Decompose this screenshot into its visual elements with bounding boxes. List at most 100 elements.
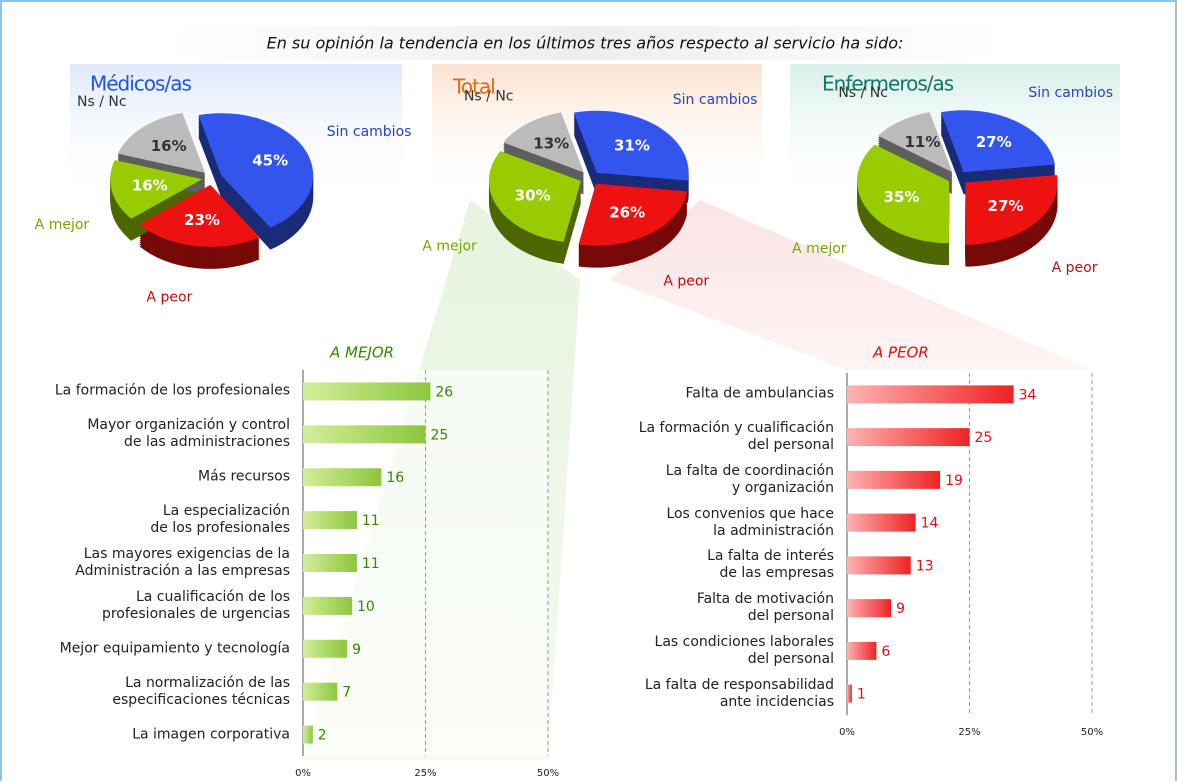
slice-value: 11% (905, 133, 941, 151)
slice-label: A peor (146, 290, 192, 306)
x-tick-label: 25% (414, 768, 436, 779)
slice (503, 112, 584, 173)
pie-title: Médicos/as (90, 72, 191, 96)
page-title: En su opinión la tendencia en los último… (267, 34, 904, 53)
bar-value: 16 (386, 470, 404, 486)
category-label: Falta de motivación del personal (696, 591, 834, 625)
slice-value: 16% (151, 137, 187, 155)
bar (303, 596, 352, 615)
chart-title: A PEOR (872, 344, 929, 362)
x-tick-label: 0% (295, 768, 311, 779)
slice-label: Sin cambios (1028, 85, 1113, 101)
x-tick-label: 25% (958, 727, 980, 738)
slice-value: 35% (884, 188, 920, 206)
bar-value: 9 (352, 642, 361, 658)
bar (847, 513, 916, 532)
category-label: La falta de interés de las empresas (707, 548, 834, 582)
slice-label: A peor (1052, 260, 1098, 276)
category-label: La formación y cualificación del persona… (638, 420, 834, 454)
bar (303, 682, 338, 701)
bar (847, 556, 911, 575)
category-label: Las mayores exigencias de la Administrac… (75, 546, 290, 579)
slice (110, 160, 203, 219)
category-label: La cualificación de los profesionales de… (101, 588, 290, 622)
x-tick-label: 50% (537, 768, 559, 779)
slice (139, 184, 260, 247)
category-label: La falta de coordinación y organización (665, 462, 834, 496)
bar-value: 13 (916, 558, 934, 574)
slice-label: A mejor (422, 239, 477, 255)
slice-value: 26% (609, 203, 645, 221)
slice (198, 113, 314, 228)
pie-title: Total (452, 75, 495, 99)
bar-value: 34 (1019, 387, 1037, 403)
slice-label: A mejor (792, 241, 847, 257)
slice-label: A mejor (35, 217, 90, 233)
bar (303, 639, 348, 658)
bar-value: 11 (362, 513, 380, 529)
x-tick-label: 0% (839, 727, 855, 738)
bar (847, 641, 877, 660)
bar-value: 25 (431, 427, 449, 443)
bar (303, 511, 357, 530)
title-band (170, 26, 1000, 60)
x-tick-label: 50% (1081, 727, 1103, 738)
bar-value: 19 (945, 473, 963, 489)
slice-value: 27% (988, 197, 1024, 215)
bar (303, 725, 313, 744)
bar (303, 382, 431, 401)
category-label: Mayor organización y control de las admi… (87, 417, 290, 451)
slice (488, 151, 581, 242)
slice-label: A peor (663, 273, 709, 289)
chart-title: A MEJOR (329, 344, 394, 362)
category-label: Más recursos (198, 468, 290, 485)
bar-value: 2 (318, 728, 327, 744)
bar (847, 470, 941, 489)
slice (857, 144, 950, 244)
slice (878, 112, 953, 173)
pie-title: Enfermeros/as (822, 72, 954, 96)
slice-value: 31% (614, 136, 650, 154)
bar-value: 25 (975, 430, 993, 446)
bar (303, 425, 426, 444)
slice-label: Ns / Nc (838, 85, 888, 101)
slice (940, 110, 1055, 173)
slice-label: Ns / Nc (464, 88, 514, 104)
slice-value: 27% (976, 133, 1012, 151)
bar-value: 26 (435, 384, 453, 400)
category-label: Mejor equipamiento y tecnología (59, 640, 290, 657)
category-label: Los convenios que hace la administración (666, 505, 834, 539)
bar (847, 428, 970, 447)
bar (303, 468, 382, 487)
slice-value: 16% (132, 176, 168, 194)
slice-value: 13% (533, 135, 569, 153)
category-label: La falta de responsabilidad ante inciden… (644, 676, 834, 710)
bar (847, 385, 1014, 404)
category-label: Falta de ambulancias (685, 385, 834, 402)
category-label: La normalización de las especificaciones… (112, 674, 290, 708)
slice-value: 30% (515, 187, 551, 205)
slice-label: Sin cambios (673, 92, 758, 108)
slice (117, 112, 206, 173)
slice-value: 45% (252, 151, 288, 169)
slice (573, 110, 689, 181)
category-label: La formación de los profesionales (54, 382, 290, 399)
bar-value: 7 (342, 685, 351, 701)
slice-value: 23% (184, 211, 220, 229)
bar-value: 11 (362, 556, 380, 572)
slice-label: Ns / Nc (77, 94, 127, 110)
bar-value: 1 (857, 687, 866, 703)
bar-value: 14 (921, 516, 939, 532)
slice (578, 183, 688, 246)
slice (965, 174, 1058, 245)
funnel (610, 200, 1092, 370)
bar-value: 6 (881, 644, 890, 660)
bar-value: 9 (896, 601, 905, 617)
slice-label: Sin cambios (327, 124, 412, 140)
category-label: La especialización de los profesionales (150, 503, 290, 537)
bar (847, 684, 852, 703)
bar (847, 599, 892, 618)
bar (303, 554, 357, 572)
